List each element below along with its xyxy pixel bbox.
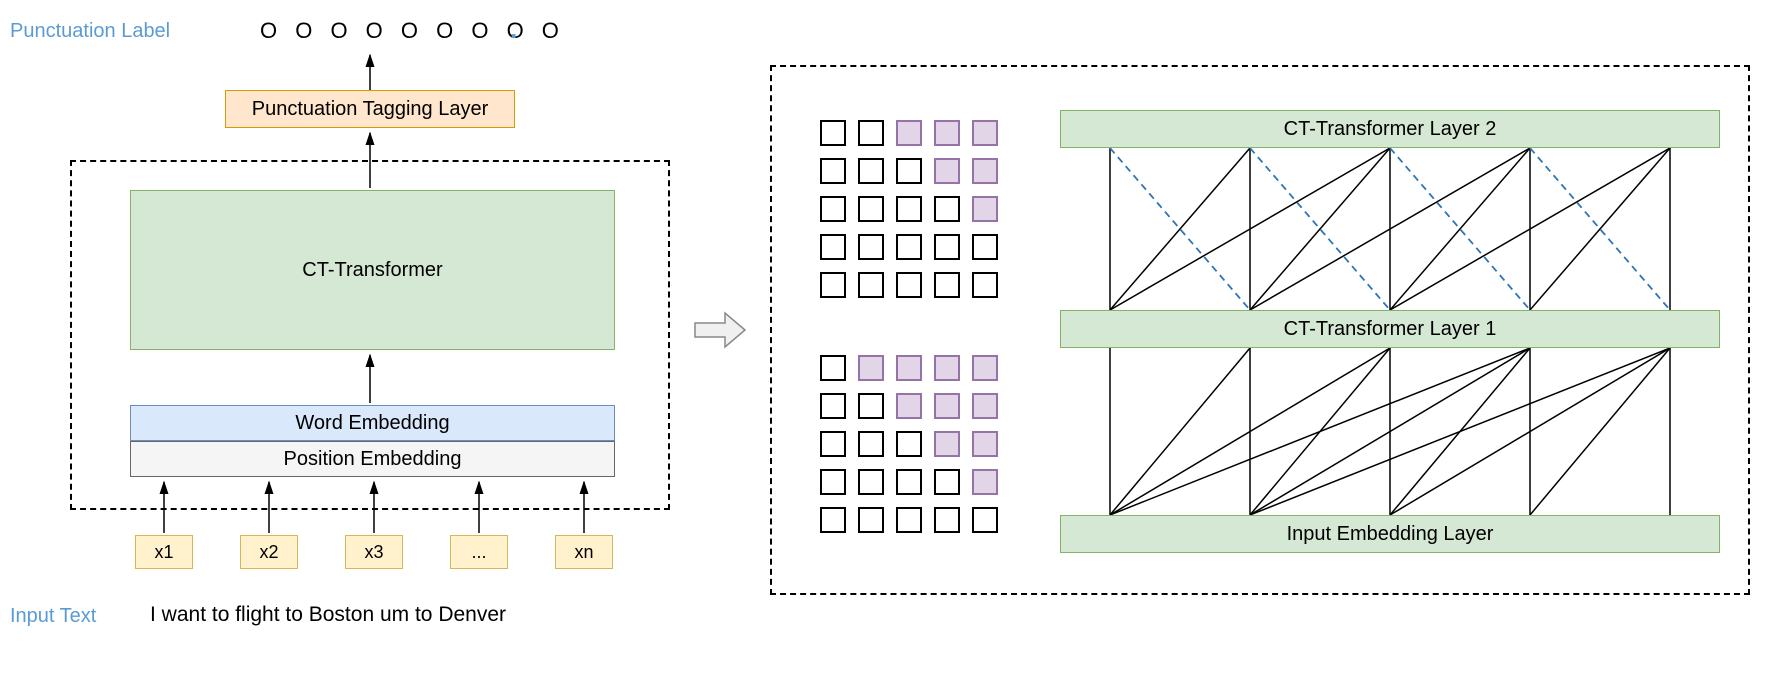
attention-matrix-bottom (820, 355, 1004, 539)
input-embedding-block: Input Embedding Layer (1060, 515, 1720, 553)
matrix-cell (858, 120, 884, 146)
matrix-cell (896, 196, 922, 222)
matrix-cell (858, 393, 884, 419)
matrix-cell (858, 469, 884, 495)
matrix-cell (896, 120, 922, 146)
left-panel: Punctuation Label O O O O O O O O O . Pu… (10, 10, 670, 650)
matrix-cell (972, 431, 998, 457)
matrix-cell (820, 393, 846, 419)
attention-matrix-top (820, 120, 1004, 304)
matrix-cell (972, 272, 998, 298)
matrix-cell (858, 431, 884, 457)
matrix-cell (896, 469, 922, 495)
matrix-cell (934, 355, 960, 381)
ct-layer-2-block: CT-Transformer Layer 2 (1060, 110, 1720, 148)
matrix-cell (896, 272, 922, 298)
right-panel: CT-Transformer Layer 2 CT-Transformer La… (770, 65, 1750, 595)
matrix-cell (972, 393, 998, 419)
matrix-cell (858, 158, 884, 184)
big-arrow-icon (690, 305, 750, 355)
matrix-cell (896, 393, 922, 419)
matrix-cell (896, 431, 922, 457)
matrix-cell (820, 234, 846, 260)
matrix-cell (934, 196, 960, 222)
matrix-cell (934, 393, 960, 419)
matrix-cell (858, 355, 884, 381)
matrix-cell (972, 507, 998, 533)
matrix-cell (820, 120, 846, 146)
connections-top (1060, 148, 1720, 310)
matrix-cell (858, 507, 884, 533)
matrix-cell (896, 234, 922, 260)
matrix-cell (820, 355, 846, 381)
matrix-cell (896, 507, 922, 533)
matrix-cell (972, 469, 998, 495)
diagram-root: Punctuation Label O O O O O O O O O . Pu… (10, 10, 1766, 650)
matrix-cell (972, 196, 998, 222)
matrix-cell (972, 120, 998, 146)
matrix-cell (934, 507, 960, 533)
matrix-cell (820, 158, 846, 184)
matrix-cell (858, 196, 884, 222)
left-arrows (10, 10, 670, 650)
matrix-cell (820, 469, 846, 495)
connections-bottom (1060, 348, 1720, 515)
matrix-cell (934, 158, 960, 184)
matrix-cell (858, 272, 884, 298)
matrix-cell (820, 196, 846, 222)
matrix-cell (934, 234, 960, 260)
ct-layer-1-block: CT-Transformer Layer 1 (1060, 310, 1720, 348)
matrix-cell (820, 507, 846, 533)
matrix-cell (934, 469, 960, 495)
input-text-content: I want to flight to Boston um to Denver (150, 603, 506, 627)
matrix-cell (934, 120, 960, 146)
matrix-cell (858, 234, 884, 260)
matrix-cell (896, 355, 922, 381)
matrix-cell (972, 158, 998, 184)
matrix-cell (820, 272, 846, 298)
matrix-cell (896, 158, 922, 184)
matrix-cell (972, 355, 998, 381)
matrix-cell (820, 431, 846, 457)
matrix-cell (934, 431, 960, 457)
matrix-cell (972, 234, 998, 260)
input-text-label: Input Text (10, 605, 96, 628)
matrix-cell (934, 272, 960, 298)
